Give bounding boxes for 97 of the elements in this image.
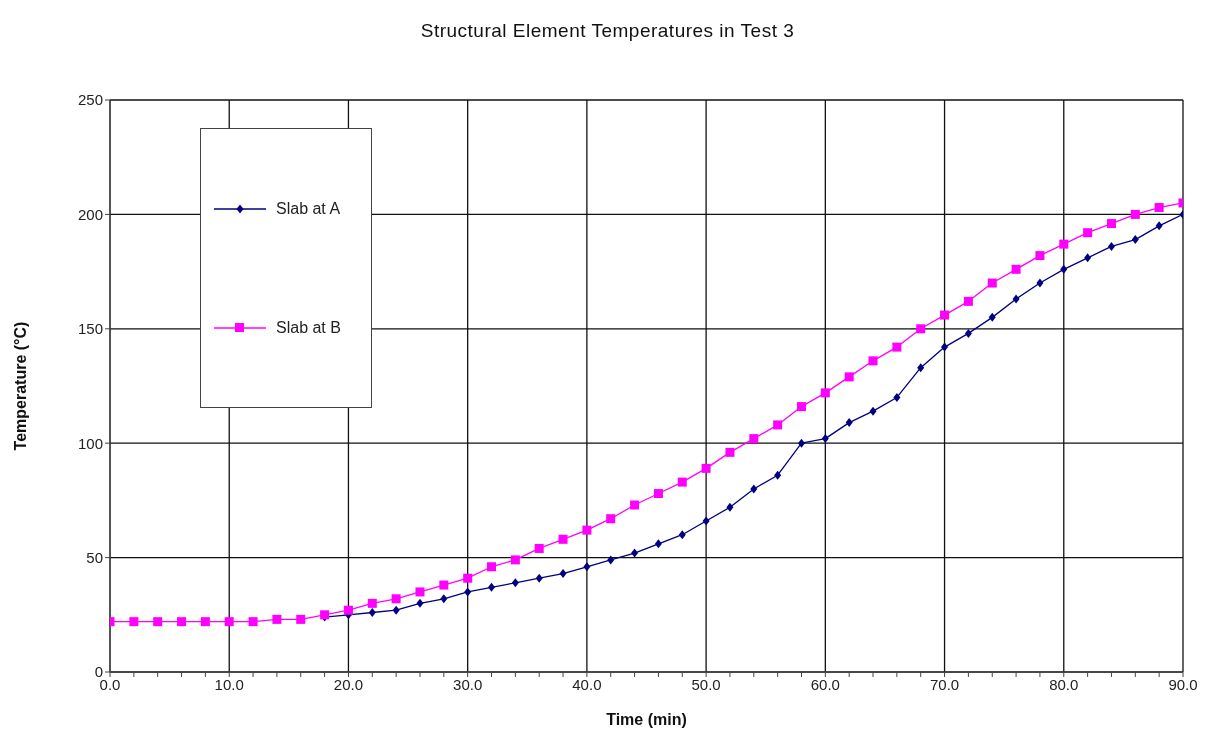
- point: [224, 617, 234, 627]
- point: [892, 342, 902, 352]
- point: [534, 543, 544, 553]
- point: [702, 516, 710, 526]
- point: [630, 500, 640, 510]
- point: [440, 594, 448, 604]
- point: [1107, 241, 1115, 251]
- point: [797, 438, 805, 448]
- point: [1083, 228, 1093, 238]
- point: [796, 402, 806, 412]
- point: [868, 356, 878, 366]
- point: [940, 310, 950, 320]
- point: [941, 342, 949, 352]
- point: [725, 447, 735, 457]
- y-tick-label: 150: [77, 320, 103, 338]
- point: [200, 617, 210, 627]
- point: [844, 372, 854, 382]
- point: [559, 569, 567, 579]
- x-tick-label: 20.0: [333, 675, 364, 693]
- x-tick-label: 40.0: [572, 675, 602, 693]
- point: [1059, 239, 1069, 249]
- point: [988, 312, 996, 322]
- point: [607, 555, 615, 565]
- point: [1060, 264, 1068, 274]
- point: [678, 530, 686, 540]
- point: [820, 388, 830, 398]
- y-tick-label: 250: [77, 91, 103, 109]
- point: [1011, 264, 1021, 274]
- point: [964, 328, 972, 338]
- x-tick-label: 70.0: [929, 675, 960, 693]
- point: [749, 434, 759, 444]
- point: [653, 489, 663, 499]
- x-axis-title: Time (min): [606, 711, 687, 729]
- point: [416, 598, 424, 608]
- point: [583, 562, 591, 572]
- point: [177, 617, 187, 627]
- point: [845, 418, 853, 428]
- point: [1155, 221, 1163, 231]
- point: [987, 278, 997, 288]
- point: [1084, 253, 1092, 263]
- point: [893, 392, 901, 402]
- point: [511, 578, 519, 588]
- point: [606, 514, 616, 524]
- point: [1106, 219, 1116, 229]
- point: [391, 594, 401, 604]
- point: [535, 573, 543, 583]
- point: [582, 525, 592, 535]
- y-tick-label: 100: [77, 434, 103, 452]
- point: [1036, 278, 1044, 288]
- y-axis-title: Temperature (°C): [11, 321, 29, 451]
- point: [392, 605, 400, 615]
- point: [463, 573, 473, 583]
- point: [129, 617, 139, 627]
- point: [701, 463, 711, 473]
- point: [631, 548, 639, 558]
- point: [1131, 235, 1139, 245]
- legend-label: Slab at A: [276, 199, 341, 218]
- point: [750, 484, 758, 494]
- x-tick-label: 50.0: [691, 675, 721, 693]
- x-tick-label: 30.0: [453, 675, 483, 693]
- point: [488, 582, 496, 592]
- point: [1012, 294, 1020, 304]
- point: [296, 614, 306, 624]
- y-tick-label: 200: [77, 205, 103, 223]
- chart-title: Structural Element Temperatures in Test 3: [419, 20, 796, 42]
- point: [510, 555, 520, 565]
- point: [272, 614, 282, 624]
- legend-label: Slab at B: [276, 318, 341, 337]
- point: [1035, 251, 1045, 261]
- point: [368, 608, 376, 618]
- x-tick-label: 80.0: [1049, 675, 1079, 693]
- point: [487, 562, 497, 572]
- point: [726, 502, 734, 512]
- point: [367, 598, 377, 608]
- x-tick-label: 60.0: [810, 675, 840, 693]
- point: [917, 363, 925, 373]
- point: [1130, 209, 1140, 219]
- x-tick-label: 10.0: [214, 675, 244, 693]
- point: [773, 420, 783, 430]
- point: [415, 587, 425, 597]
- point: [153, 617, 163, 627]
- point: [774, 470, 782, 480]
- x-tick-label: 90.0: [1168, 675, 1198, 693]
- point: [464, 587, 472, 597]
- point: [677, 477, 687, 487]
- point: [248, 617, 258, 627]
- point: [439, 580, 449, 590]
- point: [869, 406, 877, 416]
- y-tick-label: 0: [94, 663, 103, 681]
- point: [654, 539, 662, 549]
- point: [343, 605, 353, 615]
- point: [916, 324, 926, 334]
- y-tick-label: 50: [86, 548, 103, 566]
- point: [963, 296, 973, 306]
- point: [821, 434, 829, 444]
- point: [558, 534, 568, 544]
- point: [1154, 203, 1164, 213]
